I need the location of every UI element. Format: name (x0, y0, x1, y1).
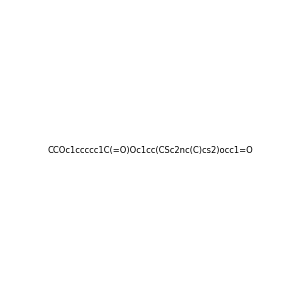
Text: CCOc1ccccc1C(=O)Oc1cc(CSc2nc(C)cs2)occ1=O: CCOc1ccccc1C(=O)Oc1cc(CSc2nc(C)cs2)occ1=… (47, 146, 253, 154)
